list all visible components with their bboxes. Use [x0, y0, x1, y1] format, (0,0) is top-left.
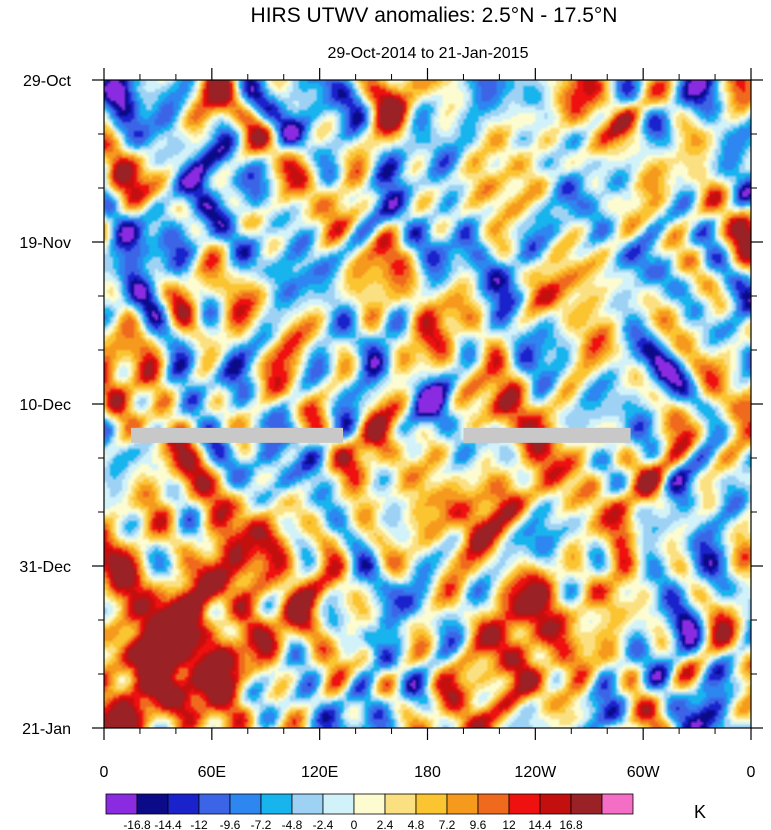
colorbar-label: -7.2 [251, 818, 272, 830]
missing-data-layer [130, 427, 631, 443]
colorbar-swatch [260, 793, 293, 815]
missing-data-band [130, 427, 344, 443]
axis-ticks [92, 68, 763, 740]
colorbar-label: 12 [502, 818, 516, 830]
y-tick-label-31-dec: 31-Dec [19, 559, 71, 576]
y-tick-label-19-nov: 19-Nov [19, 235, 71, 252]
chart-subtitle: 29-Oct-2014 to 21-Jan-2015 [327, 45, 528, 62]
colorbar-label: -12 [190, 818, 208, 830]
colorbar-label: 7.2 [439, 818, 456, 830]
x-tick-label-120e: 120E [301, 764, 338, 781]
colorbar-label: 0 [351, 818, 358, 830]
colorbar-swatch [291, 793, 324, 815]
colorbar-swatch [384, 793, 417, 815]
colorbar-swatch [601, 793, 634, 815]
colorbar-swatch [229, 793, 262, 815]
colorbar-swatch [105, 793, 138, 815]
colorbar-swatch [570, 793, 603, 815]
y-tick-label-10-dec: 10-Dec [19, 397, 71, 414]
colorbar-label: 14.4 [528, 818, 552, 830]
colorbar-swatch [477, 793, 510, 815]
x-tick-label-120w: 120W [514, 764, 557, 781]
colorbar-label: -2.4 [313, 818, 334, 830]
x-tick-label-60w: 60W [627, 764, 661, 781]
colorbar-swatch [198, 793, 231, 815]
x-tick-label-180: 180 [414, 764, 441, 781]
missing-data-band [463, 427, 631, 443]
y-tick-label-21-jan: 21-Jan [22, 721, 71, 738]
colorbar-label: 16.8 [559, 818, 583, 830]
colorbar-swatch [508, 793, 541, 815]
colorbar-label: -4.8 [282, 818, 303, 830]
colorbar-label: 9.6 [470, 818, 487, 830]
x-tick-label-0: 0 [100, 764, 109, 781]
colorbar-label: 2.4 [377, 818, 394, 830]
colorbar-swatch [136, 793, 169, 815]
colorbar-label: -9.6 [220, 818, 241, 830]
anomaly-field [104, 80, 751, 728]
colorbar-swatch [322, 793, 355, 815]
y-tick-label-29-oct: 29-Oct [23, 73, 72, 90]
colorbar-units: K [694, 802, 706, 822]
colorbar-swatch [353, 793, 386, 815]
colorbar-swatch [167, 793, 200, 815]
colorbar-swatch [415, 793, 448, 815]
chart-title: HIRS UTWV anomalies: 2.5°N - 17.5°N [251, 4, 618, 27]
x-tick-label-360: 0 [747, 764, 756, 781]
colorbar-swatch [446, 793, 479, 815]
x-tick-label-60e: 60E [198, 764, 226, 781]
colorbar-swatch [539, 793, 572, 815]
colorbar-label: 4.8 [408, 818, 425, 830]
colorbar-label: -16.8 [123, 818, 151, 830]
colorbar-label: -14.4 [154, 818, 182, 830]
colorbar [105, 793, 634, 815]
